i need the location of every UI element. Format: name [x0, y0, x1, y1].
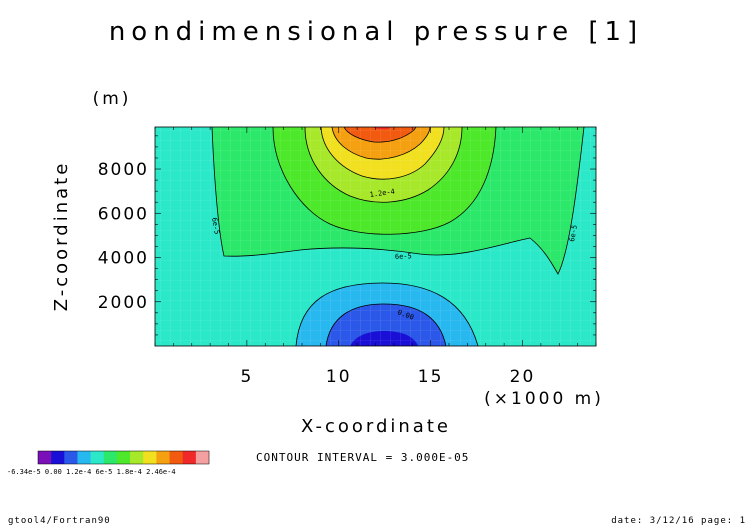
colorbar-swatch — [103, 451, 118, 464]
colorbar-swatch — [130, 451, 144, 464]
contour-interval-text: CONTOUR INTERVAL = 3.000E-05 — [256, 451, 469, 464]
x-tick-label: 20 — [510, 367, 536, 387]
colorbar-frame — [37, 450, 210, 465]
contour-lines — [211, 127, 585, 346]
contour-label: 1.2e-4 — [369, 188, 395, 199]
x-axis-title: X-coordinate — [301, 416, 451, 437]
y-tick-label: 6000 — [98, 204, 149, 224]
contour-label: 6e-5 — [395, 252, 412, 261]
y-units-label: (m) — [93, 89, 132, 109]
colorbar-swatch — [116, 451, 131, 464]
y-tick-label: 2000 — [98, 293, 149, 313]
plot-area: 1.2e-4 6e-5 6e-5 6e-5 0.00 — [155, 127, 596, 346]
x-axis: 5 10 15 20 — [154, 127, 597, 387]
y-tick-label: 8000 — [98, 160, 149, 180]
colorbar-swatch — [156, 451, 170, 464]
colorbar-swatch — [169, 451, 183, 464]
colorbar-swatch — [38, 451, 52, 464]
colorbar-swatch — [195, 451, 210, 464]
colorbar — [37, 450, 210, 465]
colorbar-swatch — [77, 451, 91, 464]
colorbar-swatch — [182, 451, 197, 464]
footer-right: date: 3/12/16 page: 1 — [611, 516, 746, 526]
colorbar-swatch — [64, 451, 78, 464]
contour-label: 6e-5 — [568, 224, 579, 242]
chart-title: nondimensional pressure [1] — [109, 17, 643, 47]
x-tick-label: 5 — [240, 367, 253, 387]
colorbar-labels: -6.34e-5 0.00 1.2e-4 6e-5 1.8e-4 2.46e-4 — [7, 468, 176, 476]
y-axis: 2000 4000 6000 8000 — [98, 135, 596, 336]
y-axis-title: Z-coordinate — [51, 161, 72, 312]
contour-label: 6e-5 — [210, 217, 221, 235]
footer-left: gtool4/Fortran90 — [8, 516, 111, 526]
colorbar-swatch — [51, 451, 65, 464]
y-tick-label: 4000 — [98, 249, 149, 269]
x-units-label: (×1000 m) — [484, 389, 604, 409]
x-tick-label: 10 — [326, 367, 352, 387]
x-tick-label: 15 — [418, 367, 444, 387]
grid-overlay — [155, 127, 596, 346]
colorbar-swatch — [90, 451, 105, 464]
colorbar-swatch — [143, 451, 157, 464]
